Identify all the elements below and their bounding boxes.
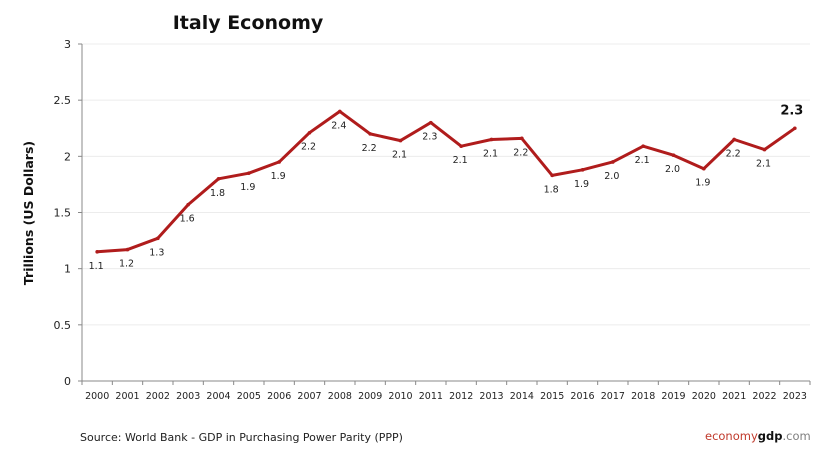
brand-part-gdp: gdp bbox=[757, 429, 783, 443]
x-tick-label: 2009 bbox=[358, 391, 382, 402]
data-label: 2.1 bbox=[483, 148, 498, 159]
x-tick-label: 2003 bbox=[176, 391, 200, 402]
x-tick-label: 2020 bbox=[692, 391, 716, 402]
data-label: 1.8 bbox=[544, 184, 559, 195]
x-axis-ticks: 2000 2001 2002 2003 2004 2005 2006 2007 2008 2009… bbox=[81, 381, 811, 402]
data-label: 1.9 bbox=[271, 171, 286, 182]
x-tick-label: 2000 bbox=[85, 391, 109, 402]
y-tick-label: 1 bbox=[64, 263, 71, 276]
data-label: 1.6 bbox=[180, 214, 195, 225]
data-label: 1.2 bbox=[119, 259, 134, 270]
source-note: Source: World Bank - GDP in Purchasing P… bbox=[80, 431, 403, 444]
data-point bbox=[793, 126, 797, 131]
brand-part-com: .com bbox=[782, 429, 811, 443]
y-tick-label: 0.5 bbox=[54, 319, 72, 332]
x-tick-label: 2006 bbox=[267, 391, 291, 402]
data-point bbox=[368, 132, 372, 136]
x-tick-label: 2013 bbox=[479, 391, 503, 402]
x-tick-label: 2022 bbox=[752, 391, 776, 402]
x-tick-label: 2018 bbox=[631, 391, 655, 402]
brand-logo: economygdp.com bbox=[705, 429, 811, 443]
x-tick-label: 2016 bbox=[570, 391, 594, 402]
y-tick-label: 2 bbox=[64, 150, 71, 163]
data-point bbox=[156, 236, 160, 241]
data-label: 2.1 bbox=[392, 150, 407, 161]
y-tick-label: 1.5 bbox=[54, 207, 72, 220]
chart-title: Italy Economy bbox=[173, 12, 324, 34]
x-tick-label: 2014 bbox=[510, 391, 534, 402]
data-point bbox=[125, 247, 130, 252]
x-tick-label: 2008 bbox=[328, 391, 352, 402]
gridlines bbox=[82, 43, 810, 326]
series-layer bbox=[95, 109, 797, 254]
y-tick-label: 0 bbox=[64, 375, 71, 388]
x-tick-label: 2004 bbox=[206, 391, 230, 402]
data-point bbox=[459, 144, 463, 149]
y-axis-ticks: 0 0.5 1 1.5 2 2.5 3 bbox=[54, 38, 82, 388]
x-tick-label: 2011 bbox=[419, 391, 443, 402]
data-point bbox=[186, 202, 190, 207]
x-tick-label: 2007 bbox=[297, 391, 321, 402]
data-point bbox=[398, 138, 403, 143]
data-label: 2.3 bbox=[422, 132, 437, 143]
data-label: 2.3 bbox=[780, 103, 803, 118]
data-point bbox=[732, 137, 736, 142]
data-point bbox=[216, 177, 221, 181]
data-point bbox=[95, 250, 99, 254]
x-tick-label: 2015 bbox=[540, 391, 564, 402]
data-label: 1.8 bbox=[210, 188, 225, 199]
data-point bbox=[307, 130, 312, 135]
data-point bbox=[277, 160, 281, 164]
x-tick-label: 2001 bbox=[115, 391, 139, 402]
data-point bbox=[702, 166, 706, 171]
x-tick-label: 2021 bbox=[722, 391, 746, 402]
data-point bbox=[611, 160, 615, 164]
x-tick-label: 2005 bbox=[237, 391, 261, 402]
data-point bbox=[580, 168, 585, 172]
brand-part-economy: economy bbox=[705, 429, 758, 443]
data-labels-layer: 1.1 1.2 1.3 1.6 1.8 1.9 1.9 2.2 2.4 2.2 2.1 2.3 2.1 2… bbox=[89, 103, 804, 272]
data-label: 2.2 bbox=[362, 143, 377, 154]
x-tick-label: 2010 bbox=[388, 391, 412, 402]
data-point bbox=[429, 120, 433, 125]
data-label: 2.2 bbox=[726, 148, 741, 159]
data-point bbox=[338, 109, 342, 114]
data-point bbox=[489, 137, 494, 142]
y-tick-label: 2.5 bbox=[54, 94, 72, 107]
series-line bbox=[95, 109, 797, 254]
y-axis-label: Trillions (US Dollars) bbox=[21, 141, 36, 285]
data-label: 2.1 bbox=[756, 159, 771, 170]
data-label: 2.4 bbox=[331, 120, 346, 131]
data-label: 1.9 bbox=[695, 178, 710, 189]
data-label: 1.3 bbox=[149, 247, 164, 258]
data-label: 2.0 bbox=[604, 171, 619, 182]
data-label: 1.1 bbox=[89, 261, 104, 272]
data-label: 2.2 bbox=[301, 142, 316, 153]
data-label: 2.0 bbox=[665, 164, 680, 175]
x-tick-label: 2012 bbox=[449, 391, 473, 402]
x-tick-label: 2002 bbox=[146, 391, 170, 402]
data-point bbox=[641, 144, 645, 149]
x-tick-label: 2017 bbox=[601, 391, 625, 402]
data-label: 2.2 bbox=[513, 147, 528, 158]
y-tick-label: 3 bbox=[64, 38, 71, 51]
data-point bbox=[762, 147, 767, 152]
data-label: 2.1 bbox=[453, 155, 468, 166]
data-point bbox=[550, 173, 554, 178]
data-label: 2.1 bbox=[635, 155, 650, 166]
line-chart: Italy Economy 0 0.5 1 1.5 2 2.5 3 2000 2001 2002… bbox=[21, 12, 811, 402]
data-label: 1.9 bbox=[574, 179, 589, 190]
data-point bbox=[520, 136, 524, 141]
data-point bbox=[671, 153, 676, 158]
x-tick-label: 2023 bbox=[783, 391, 807, 402]
x-tick-label: 2019 bbox=[661, 391, 685, 402]
data-label: 1.9 bbox=[240, 182, 255, 193]
data-point bbox=[247, 171, 251, 175]
